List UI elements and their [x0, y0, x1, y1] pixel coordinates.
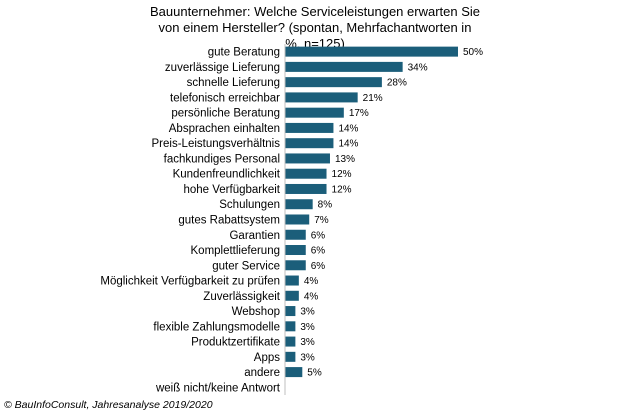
category-label: schnelle Lieferung — [187, 77, 280, 89]
category-label: gutes Rabattsystem — [178, 214, 280, 226]
bar — [285, 245, 306, 256]
bar — [285, 168, 327, 179]
bar — [285, 61, 403, 72]
category-label: Zuverlässigkeit — [203, 291, 280, 303]
value-label: 14% — [338, 139, 358, 150]
category-label: telefonisch erreichbar — [170, 92, 280, 104]
category-label: Garantien — [229, 230, 280, 242]
category-label: Schulungen — [219, 199, 280, 211]
value-label: 6% — [311, 246, 326, 257]
bar — [285, 367, 303, 378]
copyright-note: © BauInfoConsult, Jahresanalyse 2019/202… — [4, 399, 213, 411]
bar — [285, 122, 334, 133]
category-label: Kundenfreundlichkeit — [173, 169, 281, 181]
bar — [285, 107, 344, 118]
bar — [285, 306, 296, 317]
category-label: fachkundiges Personal — [164, 153, 280, 165]
value-label: 5% — [307, 368, 322, 379]
category-label: persönliche Beratung — [171, 108, 280, 120]
value-label: 12% — [332, 184, 352, 195]
value-label: 3% — [300, 337, 315, 348]
value-label: 12% — [332, 169, 352, 180]
bars-layer: gute Beratung 50% zuverlässige Lieferung 34… — [100, 44, 483, 395]
category-label: guter Service — [212, 260, 280, 272]
bar — [285, 46, 458, 57]
value-label: 14% — [338, 123, 358, 134]
category-label: zuverlässige Lieferung — [165, 62, 280, 74]
value-label: 3% — [300, 352, 315, 363]
bar — [285, 321, 296, 332]
bar — [285, 290, 299, 301]
bar — [285, 199, 313, 210]
bar — [285, 153, 330, 164]
category-label: weiß nicht/keine Antwort — [155, 382, 281, 394]
value-label: 3% — [300, 307, 315, 318]
value-label: 3% — [300, 322, 315, 333]
category-label: Webshop — [232, 306, 280, 318]
category-label: Komplettlieferung — [191, 245, 281, 257]
bar — [285, 92, 358, 103]
value-label: 7% — [314, 215, 329, 226]
bar — [285, 214, 310, 225]
bar — [285, 336, 296, 347]
category-label: Produktzertifikate — [191, 337, 280, 349]
bar — [285, 77, 382, 88]
value-label: 21% — [363, 93, 383, 104]
bar — [285, 260, 306, 271]
value-label: 8% — [318, 200, 333, 211]
category-label: Apps — [254, 352, 280, 364]
bar — [285, 275, 299, 286]
value-label: 4% — [304, 276, 319, 287]
bar — [285, 229, 306, 240]
value-label: 34% — [408, 62, 428, 73]
value-label: 50% — [463, 47, 483, 58]
value-label: 13% — [335, 154, 355, 165]
category-label: Preis-Leistungsverhältnis — [152, 138, 281, 150]
category-label: Möglichkeit Verfügbarkeit zu prüfen — [100, 276, 280, 288]
category-label: gute Beratung — [208, 47, 280, 59]
bar — [285, 351, 296, 362]
category-label: hohe Verfügbarkeit — [183, 184, 280, 196]
value-label: 6% — [311, 230, 326, 241]
category-label: flexible Zahlungsmodelle — [153, 321, 280, 333]
value-label: 28% — [387, 78, 407, 89]
category-label: Absprachen einhalten — [169, 123, 280, 135]
value-label: 6% — [311, 261, 326, 272]
value-label: 17% — [349, 108, 369, 119]
value-label: 4% — [304, 291, 319, 302]
category-label: andere — [244, 367, 280, 379]
bar — [285, 183, 327, 194]
bar — [285, 138, 334, 149]
